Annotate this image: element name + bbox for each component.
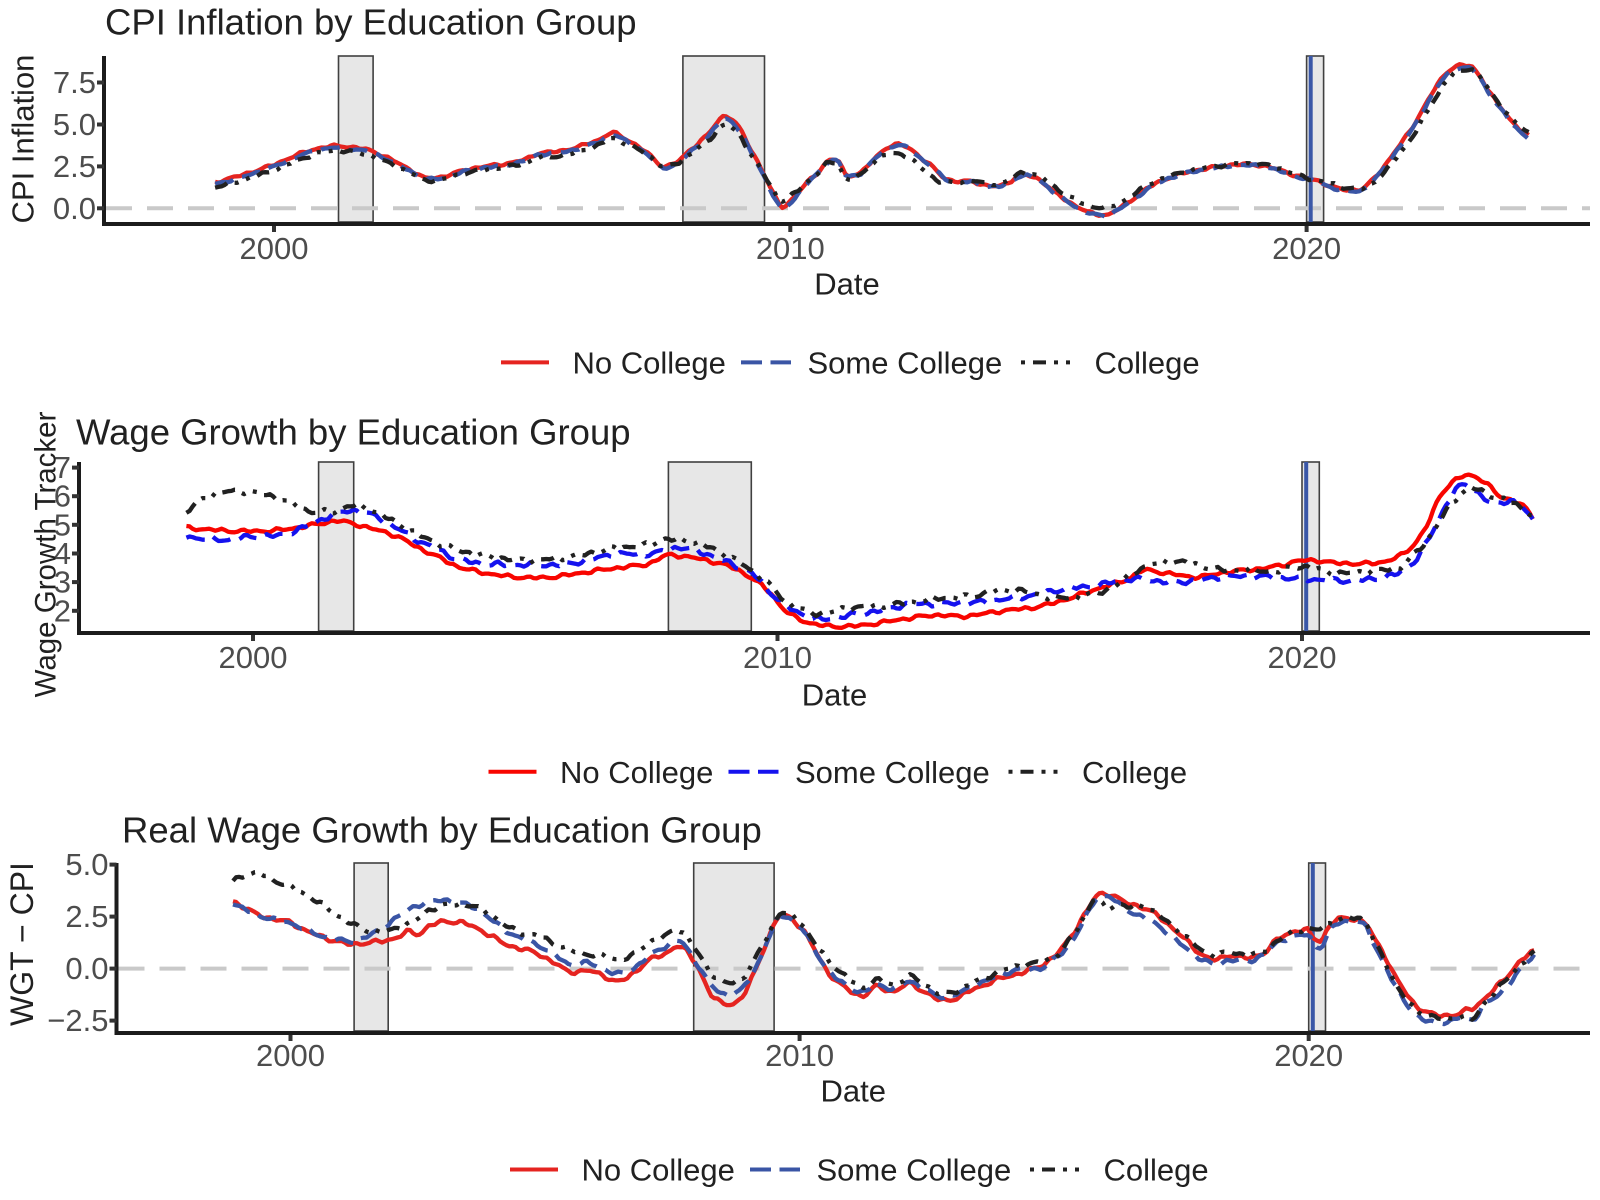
svg-text:WGT − CPI: WGT − CPI bbox=[4, 862, 40, 1026]
svg-text:College: College bbox=[1082, 755, 1187, 790]
svg-text:5: 5 bbox=[54, 507, 71, 542]
svg-text:Some College: Some College bbox=[808, 345, 1003, 380]
svg-text:−2.5: −2.5 bbox=[47, 1003, 108, 1038]
svg-text:2.5: 2.5 bbox=[53, 149, 96, 184]
svg-text:2010: 2010 bbox=[756, 231, 825, 266]
svg-text:College: College bbox=[1095, 345, 1200, 380]
svg-text:2000: 2000 bbox=[256, 1038, 325, 1073]
svg-text:2010: 2010 bbox=[765, 1038, 834, 1073]
svg-text:Some College: Some College bbox=[795, 755, 990, 790]
svg-text:2.5: 2.5 bbox=[65, 899, 108, 934]
svg-text:6: 6 bbox=[54, 479, 71, 514]
svg-text:4: 4 bbox=[54, 536, 71, 571]
svg-text:7: 7 bbox=[54, 450, 71, 485]
svg-text:No College: No College bbox=[560, 755, 713, 790]
svg-text:No College: No College bbox=[573, 345, 726, 380]
svg-text:2020: 2020 bbox=[1272, 231, 1341, 266]
svg-text:Wage Growth Tracker: Wage Growth Tracker bbox=[30, 411, 63, 697]
svg-text:5.0: 5.0 bbox=[53, 107, 96, 142]
svg-text:2000: 2000 bbox=[240, 231, 309, 266]
svg-text:2000: 2000 bbox=[219, 640, 288, 675]
svg-text:Wage Growth by Education Group: Wage Growth by Education Group bbox=[76, 412, 631, 453]
svg-text:College: College bbox=[1104, 1153, 1209, 1188]
svg-text:2020: 2020 bbox=[1268, 640, 1337, 675]
svg-text:0.0: 0.0 bbox=[53, 191, 96, 226]
svg-text:CPI Inflation: CPI Inflation bbox=[6, 55, 41, 224]
svg-text:7.5: 7.5 bbox=[53, 65, 96, 100]
svg-text:5.0: 5.0 bbox=[65, 847, 108, 882]
svg-text:Real Wage Growth by Education: Real Wage Growth by Education Group bbox=[122, 810, 762, 851]
svg-text:Some College: Some College bbox=[817, 1153, 1012, 1188]
svg-text:Date: Date bbox=[820, 1074, 885, 1109]
svg-text:Date: Date bbox=[802, 678, 867, 713]
svg-text:No College: No College bbox=[582, 1153, 735, 1188]
svg-text:3: 3 bbox=[54, 565, 71, 600]
svg-text:CPI Inflation by Education Gro: CPI Inflation by Education Group bbox=[105, 2, 637, 43]
svg-text:Date: Date bbox=[814, 267, 879, 302]
svg-text:0.0: 0.0 bbox=[65, 951, 108, 986]
svg-text:2010: 2010 bbox=[743, 640, 812, 675]
svg-text:2: 2 bbox=[54, 593, 71, 628]
svg-text:2020: 2020 bbox=[1274, 1038, 1343, 1073]
